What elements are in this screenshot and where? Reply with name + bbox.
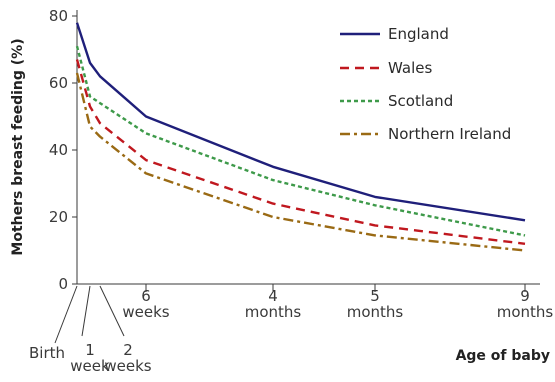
x-tick-label-2w: 2 weeks: [104, 341, 151, 375]
x-tick-label-6w: 6 weeks: [122, 287, 169, 321]
x-axis-label: Age of baby: [456, 348, 550, 364]
x-tick-leader: [54, 285, 78, 344]
y-axis-label: Mothers breast feeding (%): [10, 38, 26, 255]
series-line-scotland: [75, 45, 526, 237]
x-tick-label-9m: 9 months: [497, 287, 554, 321]
y-tick-label: 0: [58, 275, 68, 293]
series-line-england: [75, 22, 526, 222]
x-tick-label-5m: 5 months: [347, 287, 404, 321]
x-tick-label-1w: 1 week: [70, 341, 110, 375]
y-tick-label: 80: [49, 7, 68, 25]
x-tick-label-4m: 4 months: [245, 287, 302, 321]
x-tick-label-birth: Birth: [29, 344, 65, 362]
legend-label: Northern Ireland: [388, 125, 511, 143]
x-tick-leader: [99, 285, 125, 337]
legend-label: Wales: [388, 59, 432, 77]
legend-label: England: [388, 25, 449, 43]
series-line-northern-ireland: [75, 72, 526, 252]
legend: England Wales Scotland Northern Ireland: [340, 25, 511, 143]
y-tick-label: 20: [49, 208, 68, 226]
y-tick-label: 40: [49, 141, 68, 159]
y-tick-label: 60: [49, 74, 68, 92]
x-tick-leader: [81, 285, 91, 337]
series-layer: [75, 22, 526, 252]
legend-label: Scotland: [388, 92, 453, 110]
series-line-wales: [75, 59, 526, 245]
